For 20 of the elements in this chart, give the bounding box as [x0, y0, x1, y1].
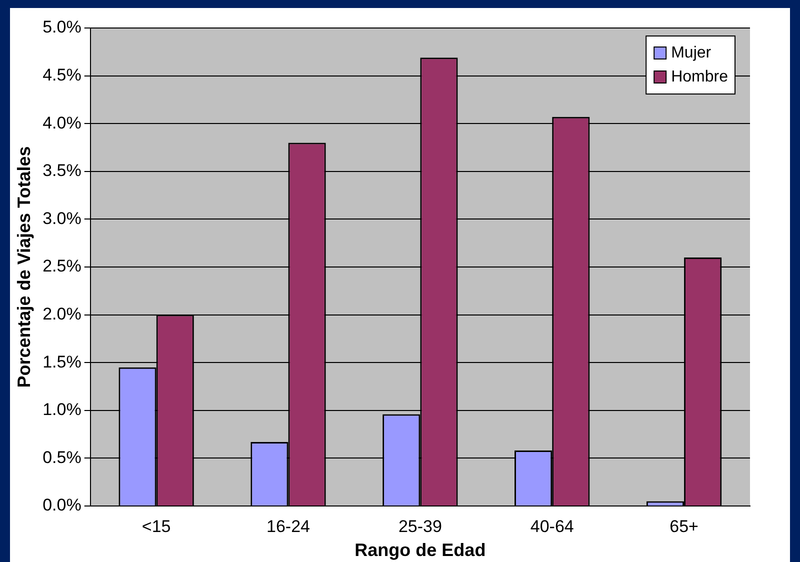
x-axis-title: Rango de Edad [354, 540, 486, 560]
x-tick-label: <15 [142, 516, 171, 536]
y-tick-label: 0.0% [42, 496, 82, 515]
y-tick-label: 1.0% [42, 400, 82, 420]
x-tick-label: 40-64 [530, 516, 574, 536]
x-tick-label: 65+ [670, 516, 699, 536]
y-tick-label: 3.0% [42, 208, 82, 228]
legend-label: Mujer [671, 44, 712, 62]
y-axis-title: Porcentaje de Viajes Totales [14, 146, 34, 388]
y-tick-label: 2.5% [42, 256, 82, 276]
y-tick-label: 4.5% [42, 65, 82, 84]
y-tick-label: 5.0% [42, 18, 82, 37]
y-tick-label: 3.5% [42, 161, 82, 180]
x-tick-label: 16-24 [266, 516, 310, 536]
y-tick-label: 1.5% [42, 352, 82, 372]
y-tick-label: 2.0% [42, 304, 82, 324]
legend-label: Hombre [671, 68, 728, 86]
y-tick-label: 4.0% [42, 113, 82, 132]
x-tick-label: 25-39 [398, 516, 442, 536]
y-tick-label: 0.5% [42, 448, 82, 467]
